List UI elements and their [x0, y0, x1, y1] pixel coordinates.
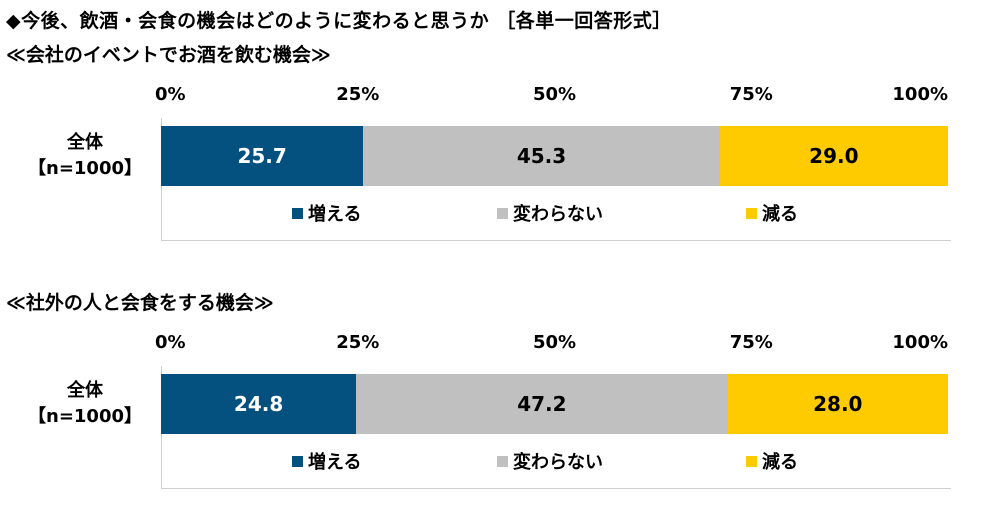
- bar-segment: 24.8: [161, 374, 357, 434]
- bar-segment: 29.0: [719, 126, 948, 186]
- axis-tick-label: 100%: [892, 332, 948, 353]
- row-label: 全体【n=1000】: [0, 130, 170, 182]
- data-label: 25.7: [237, 144, 287, 168]
- legend-item: 増える: [292, 448, 361, 474]
- axis-tick-label: 0%: [155, 332, 186, 353]
- chart-title: ≪会社のイベントでお酒を飲む機会≫: [6, 44, 331, 66]
- axis-tick-label: 75%: [729, 84, 773, 105]
- axis-tick-label: 100%: [892, 84, 948, 105]
- legend-item: 変わらない: [497, 200, 603, 226]
- legend-label: 減る: [762, 452, 798, 473]
- legend-label: 変わらない: [513, 452, 603, 473]
- data-label: 29.0: [809, 144, 859, 168]
- axis-tick-label: 50%: [532, 84, 577, 105]
- legend-swatch: [746, 455, 757, 467]
- chart-section: ≪会社のイベントでお酒を飲む機会≫ 0% 25% 50% 75% 100% 全体【n=100…: [0, 40, 1000, 280]
- legend-label: 減る: [762, 204, 798, 225]
- page-title: ◆今後、飲酒・会食の機会はどのように変わると思うか ［各単一回答形式］: [6, 10, 672, 32]
- bar-segment: 28.0: [727, 374, 948, 434]
- legend-item: 変わらない: [497, 448, 603, 474]
- row-label: 全体【n=1000】: [0, 378, 170, 430]
- legend-label: 増える: [308, 452, 362, 473]
- chart-section: ≪社外の人と会食をする機会≫ 0% 25% 50% 75% 100% 全体 【n=1000】 2…: [0, 288, 1000, 528]
- legend-item: 減る: [746, 448, 798, 474]
- legend-item: 増える: [292, 200, 361, 226]
- legend-swatch: [746, 207, 757, 219]
- chart-title: ≪社外の人と会食をする機会≫: [6, 292, 274, 314]
- row-label-total: 全体: [67, 132, 103, 153]
- legend-swatch: [292, 207, 303, 219]
- axis-tick-label: 25%: [336, 332, 380, 353]
- legend-swatch: [292, 455, 303, 467]
- stacked-bar: 25.7 45.3 29.0: [161, 126, 948, 186]
- bar-segment: 25.7: [161, 126, 364, 186]
- axis-tick-label: 75%: [729, 332, 773, 353]
- data-label: 24.8: [233, 392, 284, 416]
- legend-swatch: [497, 207, 508, 219]
- legend-swatch: [497, 455, 508, 467]
- legend-label: 増える: [308, 204, 362, 225]
- data-label: 45.3: [516, 144, 567, 168]
- data-label: 47.2: [517, 392, 567, 416]
- legend: 増える 変わらない 減る: [0, 200, 1000, 230]
- row-label-sample-size: 【n=1000】: [28, 158, 142, 179]
- row-label-sample-size: 【n=1000】: [28, 406, 142, 427]
- legend-label: 変わらない: [513, 204, 603, 225]
- row-label-total: 全体: [67, 380, 103, 401]
- stacked-bar: 24.8 47.2 28.0: [161, 374, 948, 434]
- axis-tick-label: 50%: [532, 332, 577, 353]
- legend-item: 減る: [746, 200, 798, 226]
- axis-tick-label: 0%: [155, 84, 186, 105]
- axis-tick-label: 25%: [336, 84, 380, 105]
- bar-segment: 47.2: [356, 374, 728, 434]
- bar-segment: 45.3: [363, 126, 720, 186]
- data-label: 28.0: [813, 392, 863, 416]
- legend: 増える 変わらない 減る: [0, 448, 1000, 478]
